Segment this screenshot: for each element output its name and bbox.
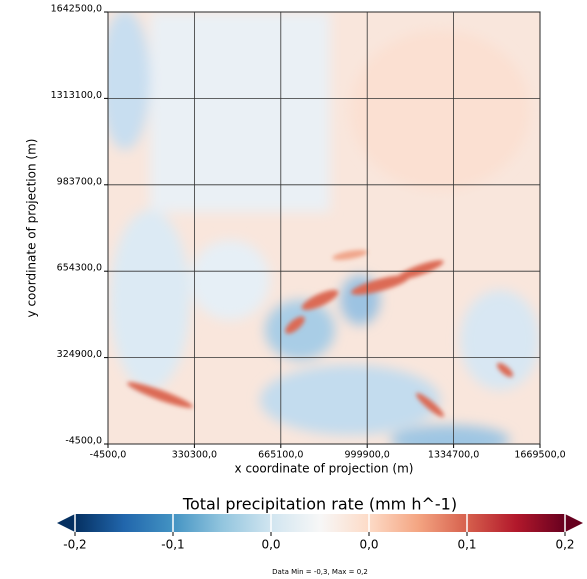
colorbar-tick-label: 0,2	[555, 538, 574, 552]
x-tick-label: 330300,0	[172, 450, 217, 461]
field	[108, 12, 540, 444]
x-axis-label: x coordinate of projection (m)	[235, 462, 414, 476]
y-tick-label: 654300,0	[57, 263, 102, 274]
y-tick-label: 1313100,0	[51, 90, 102, 101]
colorbar-tick-label: -0,2	[63, 538, 86, 552]
y-axis-label: y coordinate of projection (m)	[25, 139, 39, 318]
colorbar-label: Total precipitation rate (mm h^-1)	[182, 495, 457, 514]
y-tick-label: 983700,0	[57, 176, 102, 187]
colorbar	[75, 514, 565, 532]
colorbar-tick-label: -0,1	[161, 538, 184, 552]
y-tick-label: 1642500,0	[51, 4, 102, 15]
x-tick-label: 665100,0	[258, 450, 303, 461]
colorbar-tick-label: 0,0	[359, 538, 378, 552]
x-tick-label: 1334700,0	[428, 450, 479, 461]
colorbar-tick-label: 0,0	[261, 538, 280, 552]
colorbar-extend-low	[57, 514, 75, 532]
y-tick-label: -4500,0	[65, 436, 102, 447]
y-tick-label: 324900,0	[57, 349, 102, 360]
data-range-note: Data Min = -0,3, Max = 0,2	[272, 568, 368, 576]
colorbar-extend-high	[565, 514, 583, 532]
colorbar-tick-label: 0,1	[457, 538, 476, 552]
x-tick-label: 999900,0	[345, 450, 390, 461]
x-tick-label: 1669500,0	[514, 450, 565, 461]
x-tick-label: -4500,0	[90, 450, 127, 461]
